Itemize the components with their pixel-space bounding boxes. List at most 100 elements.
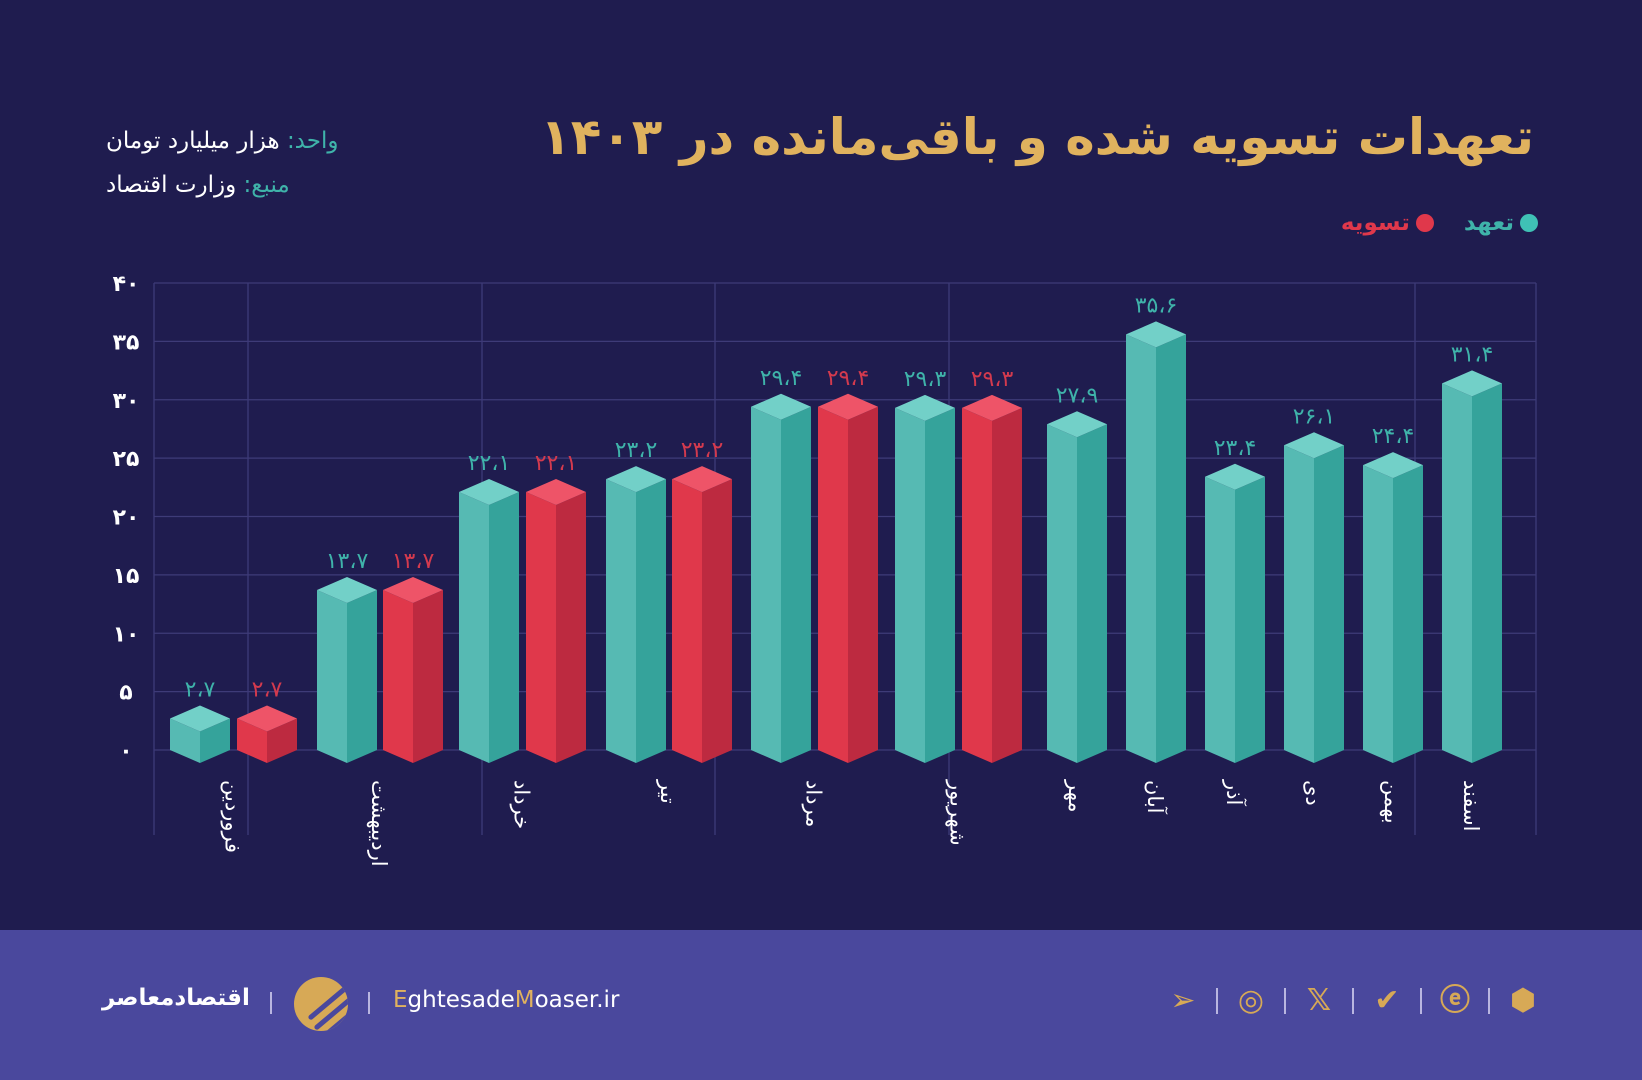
bar-face-left [526,491,556,763]
bar-top [383,577,443,604]
legend-label: تعهد [1463,210,1514,236]
bar-top [962,394,1022,421]
data-label: ۲۳،۲ [615,438,658,463]
data-label: ۲۲،۱ [468,451,511,476]
bar-face-left [672,479,702,763]
bar-top [1284,432,1344,459]
bar-top [606,466,666,493]
x-tick-label: مهر [1064,779,1088,813]
bar-face-left [1442,383,1472,763]
y-tick-label: ۲۵ [113,447,140,472]
bar-top [751,393,811,420]
x-tick-label: شهریور [946,779,970,846]
bar-face-right [848,406,878,763]
bar-top [1047,411,1107,438]
bar-face-right [1156,334,1186,763]
instagram-icon[interactable]: ◎ [1237,983,1265,1018]
x-tick-label: مرداد [802,780,826,827]
bar-face-right [636,479,666,763]
bar-face-left [606,479,636,763]
bar-face-right [1472,383,1502,763]
x-icon[interactable]: 𝕏 [1306,983,1332,1018]
brand-logo-icon [294,977,348,1031]
website-link[interactable]: EghtesadeMoaser.ir [393,987,620,1013]
bar-face-right [347,590,377,763]
bar-face-left [1047,424,1077,763]
x-tick-label: دی [1301,780,1325,806]
data-label: ۲۹،۳ [904,367,947,392]
bar-face-right [489,491,519,763]
footer: اقتصادمعاصر EghtesadeMoaser.ir ➢ ◎ 𝕏 ✔ ⓔ… [0,930,1642,1080]
legend-dot-teal [1520,214,1538,232]
data-label: ۲۷،۹ [1056,383,1099,408]
bar-top [818,393,878,420]
telegram-icon[interactable]: ➢ [1170,983,1196,1018]
bar-face-right [556,491,586,763]
legend-item-commitment: تعهد [1464,210,1538,236]
bar-top [170,705,230,732]
bar-face-right [267,718,297,763]
bar-top [1363,452,1423,479]
data-label: ۳۵،۶ [1135,293,1178,318]
eitaa-icon[interactable]: ⓔ [1440,983,1470,1018]
chart-title: تعهدات تسویه شده و باقی‌مانده در ۱۴۰۳ [540,108,1534,166]
source-value: وزارت اقتصاد [106,172,237,198]
divider [270,992,272,1014]
bar-face-right [413,590,443,763]
y-tick-label: ۵ [119,681,132,706]
bar-face-left [751,406,781,763]
bar-top [317,577,377,604]
y-tick-label: ۱۵ [113,564,140,589]
source-key: منبع: [243,172,290,198]
x-tick-label: آذر [1222,779,1247,806]
x-tick-label: تیر [656,779,680,804]
data-label: ۱۳،۷ [392,549,435,574]
bar-top [526,478,586,505]
bar-face-right [1393,465,1423,763]
data-label: ۲۶،۱ [1293,404,1336,429]
data-label: ۲۳،۲ [681,438,724,463]
rubika-icon[interactable]: ⬢ [1509,983,1537,1018]
unit-value: هزار میلیارد تومان [106,128,280,154]
bar-face-right [1235,476,1265,763]
unit-note: واحد: هزار میلیارد تومان [106,128,338,154]
data-label: ۲۲،۱ [535,451,578,476]
bar-top [459,478,519,505]
y-tick-label: ۳۵ [113,330,140,355]
bar-face-left [459,491,489,763]
brand-name: اقتصادمعاصر [102,985,250,1011]
bar-face-left [317,590,347,763]
legend-label: تسویه [1340,210,1410,236]
bar-face-left [962,407,992,763]
data-label: ۲۳،۴ [1214,436,1257,461]
data-label: ۲۹،۴ [760,366,803,391]
bar-top [895,394,955,421]
bar-face-right [925,407,955,763]
data-label: ۲،۷ [185,677,216,702]
bale-icon[interactable]: ✔ [1374,983,1400,1018]
x-tick-label: بهمن [1380,780,1404,824]
x-tick-label: آبان [1143,780,1168,815]
bar-top [672,466,732,493]
y-tick-label: ۰ [119,739,132,764]
bar-face-right [992,407,1022,763]
bar-face-right [1077,424,1107,763]
bar-face-left [895,407,925,763]
y-tick-label: ۳۰ [113,389,140,414]
x-tick-label: اردیبهشت [367,780,391,867]
bar-face-left [818,406,848,763]
x-tick-label: فروردین [221,780,245,853]
bar-chart: ۰ ۵ ۱۰ ۱۵ ۲۰ ۲۵ ۳۰ ۳۵ ۴۰ ۲،۷ ۲،۷ فروردین ۱۳،۷ ۱۳،۷ ارد… [113,272,1537,867]
bar-face-left [1126,334,1156,763]
x-tick-label: اسفند [1459,780,1483,831]
bar-face-right [781,406,811,763]
y-tick-label: ۴۰ [113,272,140,297]
bar-top [1442,370,1502,397]
bar-face-left [237,718,267,763]
legend-item-settlement: تسویه [1341,210,1434,236]
bar-face-left [170,718,200,763]
bar-face-left [1363,465,1393,763]
legend-dot-red [1415,214,1434,232]
bar-top [1205,463,1265,490]
bar-face-right [200,718,230,763]
